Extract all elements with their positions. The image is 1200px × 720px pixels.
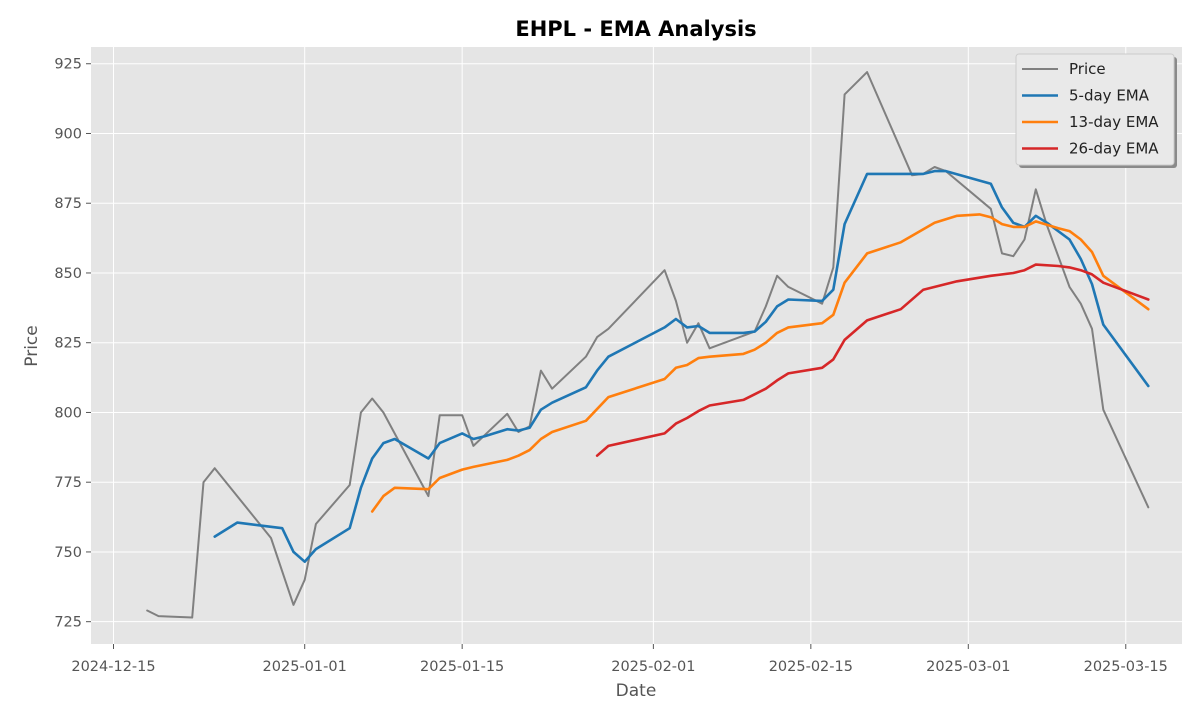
y-tick-label: 900 <box>54 126 82 142</box>
y-tick-label: 750 <box>54 545 82 561</box>
y-tick-label: 825 <box>54 336 82 352</box>
x-axis-ticks: 2024-12-15 2025-01-01 2025-01-15 2025-02-01… <box>71 644 1168 675</box>
series-line-price <box>146 71 1150 619</box>
y-tick-label: 850 <box>54 266 82 282</box>
legend-label: 5-day EMA <box>1069 87 1150 105</box>
series-lines <box>146 71 1150 619</box>
y-tick-label: 725 <box>54 615 82 631</box>
x-tick-label: 2024-12-15 <box>71 659 155 675</box>
x-axis-label: Date <box>616 681 657 701</box>
legend-label: 13-day EMA <box>1069 113 1159 131</box>
series-line-26-day-ema <box>595 263 1150 458</box>
y-tick-label: 800 <box>54 405 82 421</box>
series-line-13-day-ema <box>370 213 1150 513</box>
x-tick-label: 2025-01-01 <box>263 659 347 675</box>
series-line-5-day-ema <box>213 169 1150 564</box>
chart-title: EHPL - EMA Analysis <box>515 17 756 41</box>
y-tick-label: 775 <box>54 475 82 491</box>
x-tick-label: 2025-03-15 <box>1084 659 1168 675</box>
legend: Price 5-day EMA 13-day EMA 26-day EMA <box>1015 53 1177 168</box>
legend-box <box>1015 53 1175 166</box>
x-tick-label: 2025-03-01 <box>926 659 1010 675</box>
legend-label: 26-day EMA <box>1069 140 1159 158</box>
x-tick-label: 2025-02-01 <box>611 659 695 675</box>
y-axis-label: Price <box>22 325 42 366</box>
x-tick-label: 2025-02-15 <box>769 659 853 675</box>
x-tick-label: 2025-01-15 <box>420 659 504 675</box>
y-tick-label: 875 <box>54 196 82 212</box>
y-tick-label: 925 <box>54 57 82 73</box>
y-axis-ticks: 725 750 775 800 825 850 875 900 925 <box>54 57 91 631</box>
legend-label: Price <box>1069 60 1106 78</box>
